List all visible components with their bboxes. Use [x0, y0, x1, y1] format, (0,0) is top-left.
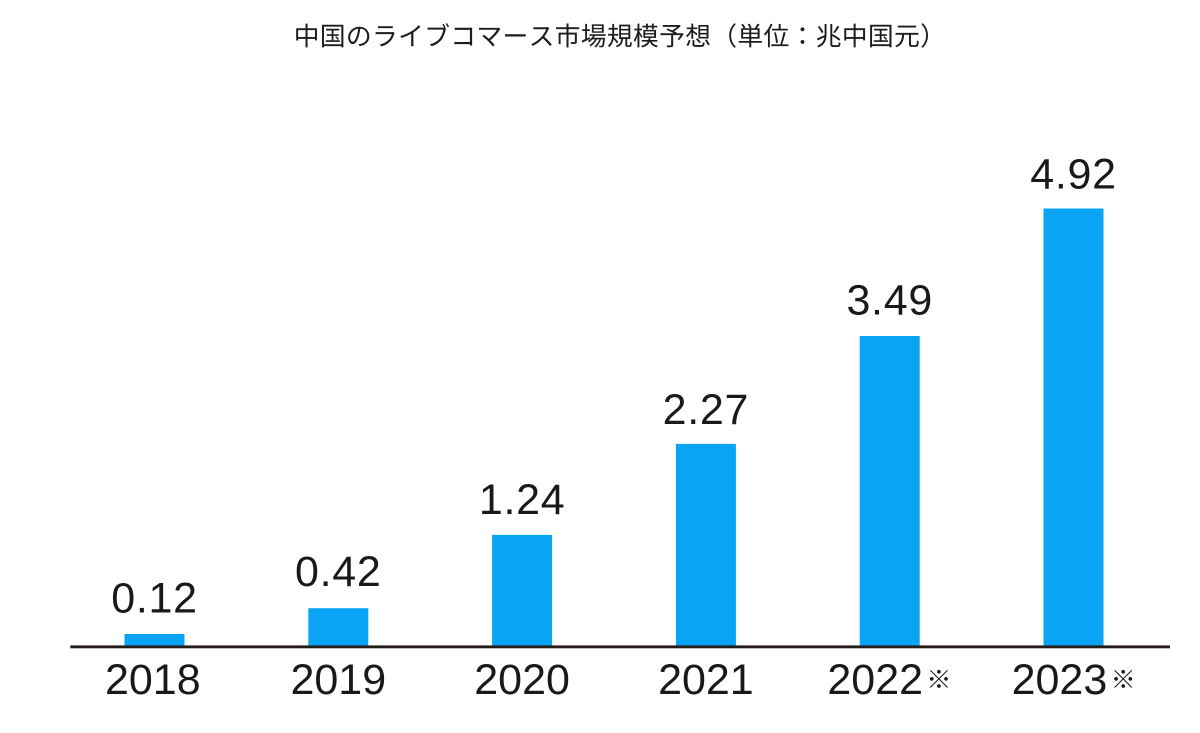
- svg-text:3.49: 3.49: [846, 277, 933, 325]
- svg-text:4.92: 4.92: [1030, 151, 1117, 199]
- svg-text:2.27: 2.27: [663, 386, 750, 434]
- svg-text:0.12: 0.12: [111, 575, 198, 623]
- svg-text:2018: 2018: [105, 656, 201, 704]
- svg-text:2020: 2020: [474, 656, 570, 704]
- svg-text:2023: 2023: [1012, 656, 1108, 704]
- svg-text:2021: 2021: [658, 656, 754, 704]
- svg-text:1.24: 1.24: [479, 476, 566, 524]
- svg-text:2019: 2019: [290, 656, 386, 704]
- svg-text:0.42: 0.42: [295, 548, 382, 596]
- svg-text:2022: 2022: [827, 656, 923, 704]
